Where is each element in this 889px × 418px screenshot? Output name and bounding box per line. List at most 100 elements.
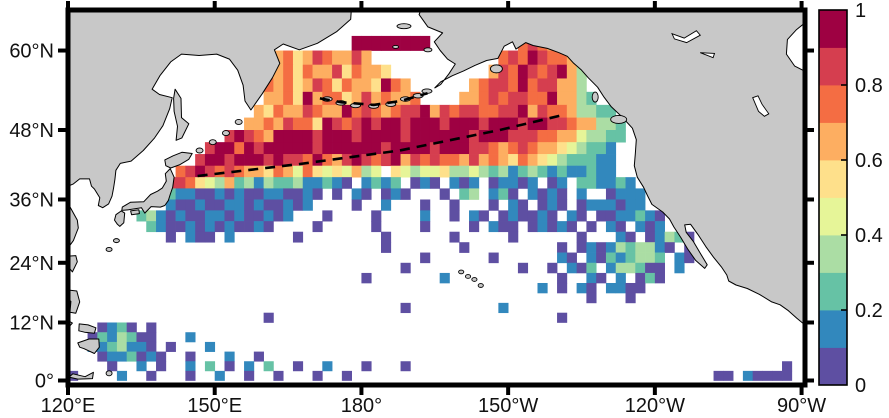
heatmap-cell: [351, 142, 362, 155]
heatmap-cell: [605, 221, 617, 233]
heatmap-cell: [292, 50, 304, 66]
heatmap-cell: [615, 117, 626, 131]
heatmap-cell: [449, 142, 460, 155]
heatmap-cell: [361, 64, 372, 79]
heatmap-cell: [420, 154, 431, 167]
heatmap-cell: [576, 188, 587, 200]
heatmap-cell: [292, 188, 304, 200]
heatmap-cell: [488, 177, 499, 189]
heatmap-cell: [488, 188, 499, 200]
colorbar-segment: [819, 160, 847, 198]
kuril-islands: [222, 130, 230, 137]
heatmap-cell: [498, 142, 509, 155]
heatmap-cell: [674, 262, 685, 274]
heatmap-cell: [390, 35, 401, 51]
heatmap-cell: [224, 199, 235, 211]
heatmap-cell: [175, 210, 186, 222]
heatmap-cell: [400, 262, 411, 274]
y-tick-label: 0°: [35, 371, 54, 393]
heatmap-cell: [195, 177, 206, 189]
heatmap-cell: [400, 361, 411, 372]
heatmap-cell: [635, 262, 646, 274]
heatmap-cell: [596, 242, 607, 253]
heatmap-cell: [488, 117, 499, 131]
heatmap-cell-layer: [68, 35, 793, 381]
heatmap-cell: [292, 177, 304, 189]
heatmap-cell: [498, 177, 509, 189]
heatmap-cell: [263, 117, 274, 131]
heatmap-cell: [322, 361, 333, 372]
heatmap-cell: [527, 188, 538, 200]
heatmap-cell: [263, 78, 274, 93]
heatmap-cell: [146, 332, 157, 343]
heatmap-cell: [605, 154, 617, 167]
heatmap-cell: [156, 210, 167, 222]
heatmap-cell: [537, 91, 548, 106]
heatmap-cell: [195, 210, 206, 222]
heatmap-cell: [576, 64, 587, 79]
heatmap-cell: [478, 104, 489, 118]
heatmap-cell: [557, 154, 568, 167]
heatmap-cell: [244, 154, 255, 167]
heatmap-cell: [214, 142, 225, 155]
heatmap-cell: [224, 130, 235, 143]
heatmap-cell: [557, 252, 568, 264]
heatmap-cell: [508, 78, 519, 93]
heatmap-cell: [508, 199, 519, 211]
heatmap-cell: [527, 130, 538, 143]
heatmap-cell: [253, 351, 264, 362]
heatmap-cell: [645, 252, 656, 264]
heatmap-cell: [537, 199, 548, 211]
heatmap-cell: [107, 322, 118, 333]
northern-transition-boundary-dashed-line: [319, 91, 428, 107]
heatmap-cell: [508, 142, 519, 155]
heatmap-cell: [449, 117, 460, 131]
hawaiian-islands: [458, 269, 465, 275]
heatmap-cell: [126, 351, 137, 362]
heatmap-cell: [224, 188, 235, 200]
heatmap-cell: [351, 154, 362, 167]
heatmap-cell: [204, 361, 216, 372]
heatmap-cell: [341, 177, 352, 189]
heatmap-cell: [517, 104, 529, 118]
heatmap-cell: [469, 117, 480, 131]
heatmap-cell: [586, 272, 597, 284]
heatmap-cell: [214, 210, 225, 222]
heatmap-cell: [420, 142, 431, 155]
heatmap-cell: [557, 177, 568, 189]
heatmap-cell: [97, 351, 108, 362]
heatmap-cell: [224, 361, 235, 372]
heatmap-cell: [302, 142, 313, 155]
heatmap-cell: [469, 210, 480, 222]
heatmap-cell: [517, 91, 529, 106]
heatmap-cell: [469, 188, 480, 200]
heatmap-cell: [116, 322, 128, 333]
heatmap-cell: [390, 154, 401, 167]
heatmap-cell: [214, 199, 225, 211]
heatmap-cell: [332, 130, 343, 143]
heatmap-cell: [566, 117, 577, 131]
heatmap-cell: [547, 117, 558, 131]
heatmap-cell: [410, 35, 421, 51]
heatmap-cell: [498, 165, 509, 178]
heatmap-cell: [586, 199, 597, 211]
heatmap-cell: [214, 370, 225, 381]
heatmap-cell: [420, 165, 431, 178]
heatmap-cell: [420, 221, 431, 233]
heatmap-cell: [204, 341, 216, 352]
heatmap-cell: [547, 64, 558, 79]
heatmap-cell: [322, 117, 333, 131]
heatmap-cell: [185, 165, 196, 178]
heatmap-cell: [557, 142, 568, 155]
heatmap-cell: [302, 91, 313, 106]
heatmap-cell: [508, 177, 519, 189]
vancouver-island: [610, 115, 628, 124]
heatmap-cell: [322, 64, 333, 79]
heatmap-cell: [195, 165, 206, 178]
heatmap-cell: [537, 117, 548, 131]
heatmap-cell: [283, 130, 294, 143]
heatmap-cell: [449, 177, 460, 189]
heatmap-cell: [527, 64, 538, 79]
heatmap-cell: [341, 370, 352, 381]
